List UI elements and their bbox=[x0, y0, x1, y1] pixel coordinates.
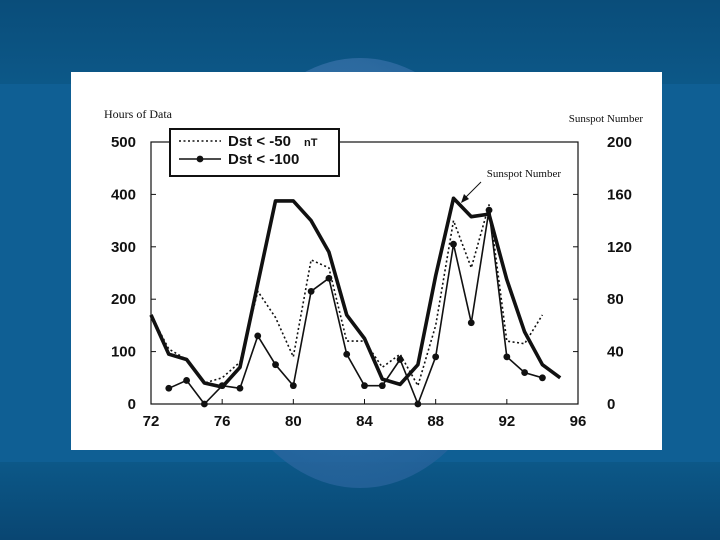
data-point-dst-100 bbox=[414, 400, 422, 408]
right-y-tick-label: 40 bbox=[607, 344, 624, 361]
chart-figure: Hours of Data Sunspot Number 72 76 80 84 88 92 9… bbox=[71, 72, 662, 450]
data-point-dst-100 bbox=[236, 384, 244, 392]
left-y-tick-label: 100 bbox=[111, 344, 136, 361]
data-point-dst-100 bbox=[378, 382, 386, 390]
series-line-sunspot-number bbox=[149, 196, 562, 389]
data-point-dst-100 bbox=[396, 356, 404, 363]
left-y-tick-label: 0 bbox=[128, 396, 136, 413]
data-point-dst-100 bbox=[289, 382, 297, 390]
data-point-dst-100 bbox=[343, 350, 351, 358]
plot-frame bbox=[150, 141, 579, 405]
legend-box bbox=[169, 128, 340, 177]
data-point-dst-100 bbox=[432, 353, 440, 361]
data-point-dst-100 bbox=[503, 353, 511, 361]
x-tick-label: 84 bbox=[356, 413, 373, 430]
annotation-arrow-head bbox=[461, 194, 469, 203]
data-point-dst-100 bbox=[325, 274, 333, 282]
data-point-dst-100 bbox=[307, 287, 315, 295]
x-tick-label: 96 bbox=[570, 413, 587, 430]
left-axis-label: Hours of Data bbox=[104, 107, 173, 121]
x-tick-label: 72 bbox=[143, 413, 160, 430]
left-y-tick-label: 300 bbox=[111, 239, 136, 256]
legend-label-dst-100: Dst < -100 bbox=[228, 151, 299, 168]
data-point-dst-100 bbox=[467, 319, 475, 327]
data-point-dst-100 bbox=[183, 377, 190, 384]
right-axis-label: Sunspot Number bbox=[569, 113, 644, 125]
x-tick-label: 92 bbox=[498, 413, 515, 430]
legend-swatch-marker bbox=[196, 155, 204, 163]
data-point-dst-100 bbox=[165, 384, 173, 392]
right-y-tick-label: 120 bbox=[607, 239, 632, 256]
right-y-tick-label: 80 bbox=[607, 291, 624, 308]
left-y-tick-label: 400 bbox=[111, 186, 136, 203]
data-point-dst-100 bbox=[539, 374, 546, 382]
chart-svg: Hours of Data Sunspot Number 72 76 80 84 88 92 9… bbox=[104, 107, 644, 430]
series-line-dst-100 bbox=[168, 209, 543, 405]
data-point-dst-100 bbox=[361, 382, 368, 390]
sunspot-annotation: Sunspot Number bbox=[487, 168, 562, 180]
right-y-tick-label: 0 bbox=[607, 396, 615, 413]
data-point-dst-100 bbox=[450, 240, 457, 248]
data-point-dst-100 bbox=[485, 206, 493, 214]
data-point-dst-100 bbox=[254, 332, 262, 340]
legend-unit: nT bbox=[304, 137, 318, 149]
x-tick-label: 76 bbox=[214, 413, 231, 430]
series-line-dst-50 bbox=[150, 204, 544, 387]
data-point-dst-100 bbox=[272, 361, 279, 369]
left-y-tick-label: 500 bbox=[111, 134, 136, 151]
right-y-tick-label: 200 bbox=[607, 134, 632, 151]
data-point-dst-100 bbox=[200, 400, 208, 408]
legend-label-dst-50: Dst < -50 bbox=[228, 133, 291, 150]
x-tick-label: 88 bbox=[427, 413, 444, 430]
data-point-dst-100 bbox=[521, 369, 529, 376]
x-tick-label: 80 bbox=[285, 413, 302, 430]
left-y-tick-label: 200 bbox=[111, 291, 136, 308]
right-y-tick-label: 160 bbox=[607, 186, 632, 203]
